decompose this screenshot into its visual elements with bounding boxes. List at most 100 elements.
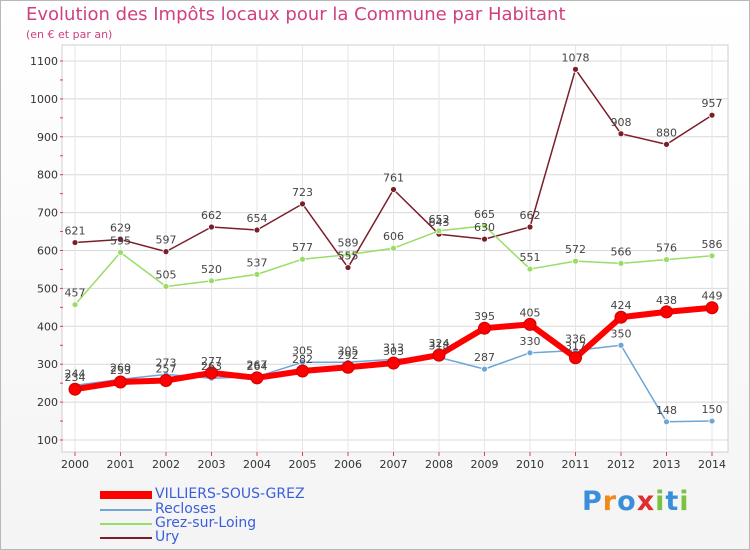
x-tick-label: 2008 bbox=[425, 458, 453, 471]
x-tick-label: 2012 bbox=[607, 458, 635, 471]
data-point bbox=[390, 186, 397, 193]
x-tick-label: 2000 bbox=[61, 458, 89, 471]
data-label: 438 bbox=[656, 294, 677, 307]
data-point bbox=[208, 277, 215, 285]
data-label: 606 bbox=[383, 230, 404, 243]
y-tick-label: 1000 bbox=[30, 93, 58, 106]
data-point bbox=[663, 140, 670, 148]
x-tick-label: 2001 bbox=[107, 458, 135, 471]
data-label: 263 bbox=[201, 360, 222, 373]
y-tick-label: 700 bbox=[37, 207, 58, 220]
data-label: 318 bbox=[429, 339, 450, 352]
data-label: 723 bbox=[292, 186, 313, 199]
data-point bbox=[296, 364, 309, 378]
x-tick-label: 2011 bbox=[562, 458, 590, 471]
data-label: 264 bbox=[247, 360, 268, 373]
data-point bbox=[523, 317, 537, 331]
data-label: 336 bbox=[565, 333, 586, 346]
data-point bbox=[299, 200, 306, 208]
data-point bbox=[250, 371, 264, 385]
x-tick-label: 2005 bbox=[289, 458, 317, 471]
data-point bbox=[708, 252, 716, 260]
data-label: 595 bbox=[110, 234, 131, 247]
y-tick-label: 300 bbox=[37, 358, 58, 371]
legend-label: Recloses bbox=[155, 501, 217, 517]
data-label: 662 bbox=[520, 209, 541, 222]
data-label: 621 bbox=[65, 225, 86, 238]
y-tick-label: 400 bbox=[37, 320, 58, 333]
data-label: 260 bbox=[110, 361, 131, 374]
series-grez-sur-loing bbox=[71, 222, 716, 309]
data-label: 880 bbox=[656, 126, 677, 139]
y-tick-label: 800 bbox=[37, 169, 58, 182]
data-label: 566 bbox=[611, 245, 632, 258]
x-tick-label: 2004 bbox=[243, 458, 271, 471]
x-tick-label: 2006 bbox=[334, 458, 362, 471]
data-label: 148 bbox=[656, 404, 677, 417]
data-point bbox=[387, 356, 400, 370]
data-label: 350 bbox=[611, 327, 632, 340]
data-label: 654 bbox=[247, 212, 268, 225]
legend-swatch bbox=[100, 509, 152, 511]
x-tick-label: 2010 bbox=[516, 458, 544, 471]
data-label: 662 bbox=[201, 209, 222, 222]
data-label: 555 bbox=[338, 250, 359, 263]
data-point bbox=[390, 244, 397, 252]
legend-swatch bbox=[100, 491, 152, 499]
data-label: 576 bbox=[656, 242, 677, 255]
data-point bbox=[208, 223, 215, 231]
data-point bbox=[617, 130, 625, 138]
data-label: 589 bbox=[338, 237, 359, 250]
data-label: 597 bbox=[156, 234, 177, 247]
y-tick-label: 1100 bbox=[30, 55, 58, 68]
data-point bbox=[663, 418, 670, 426]
data-label: 317 bbox=[565, 340, 586, 353]
x-tick-label: 2003 bbox=[198, 458, 226, 471]
data-point bbox=[526, 349, 534, 357]
data-label: 1078 bbox=[562, 51, 590, 64]
data-point bbox=[526, 223, 534, 231]
data-point bbox=[117, 236, 124, 243]
data-point bbox=[572, 257, 579, 265]
data-label: 652 bbox=[429, 213, 450, 226]
data-point bbox=[614, 310, 628, 324]
data-point bbox=[432, 348, 446, 362]
data-point bbox=[663, 256, 670, 263]
x-tick-label: 2014 bbox=[698, 458, 726, 471]
data-point bbox=[617, 259, 625, 267]
data-point bbox=[71, 239, 79, 246]
data-label: 257 bbox=[156, 362, 177, 375]
data-label: 150 bbox=[702, 403, 723, 416]
data-point bbox=[68, 382, 82, 396]
data-label: 630 bbox=[474, 221, 495, 234]
data-point bbox=[435, 227, 443, 235]
data-label: 449 bbox=[702, 290, 723, 303]
data-point bbox=[341, 360, 355, 374]
data-label: 405 bbox=[520, 306, 541, 319]
data-label: 277 bbox=[201, 355, 222, 368]
data-point bbox=[162, 248, 170, 256]
data-label: 643 bbox=[429, 216, 450, 229]
x-tick-label: 2007 bbox=[380, 458, 408, 471]
data-label: 551 bbox=[520, 251, 541, 264]
legend-swatch bbox=[100, 537, 152, 539]
data-label: 395 bbox=[474, 310, 495, 323]
data-point bbox=[253, 226, 261, 234]
data-label: 305 bbox=[292, 344, 313, 357]
series-ury bbox=[71, 65, 716, 271]
data-point bbox=[71, 301, 79, 309]
data-label: 324 bbox=[429, 337, 450, 350]
data-point bbox=[481, 235, 488, 243]
data-label: 957 bbox=[702, 97, 723, 110]
x-tick-label: 2009 bbox=[471, 458, 499, 471]
data-label: 267 bbox=[247, 359, 268, 372]
y-tick-label: 500 bbox=[37, 282, 58, 295]
data-point bbox=[481, 365, 488, 373]
y-tick-label: 100 bbox=[37, 434, 58, 447]
data-label: 273 bbox=[156, 356, 177, 369]
data-label: 303 bbox=[383, 345, 404, 358]
data-point bbox=[344, 251, 352, 259]
data-point bbox=[617, 341, 625, 349]
proxiti-logo: Proxiti bbox=[582, 486, 690, 517]
